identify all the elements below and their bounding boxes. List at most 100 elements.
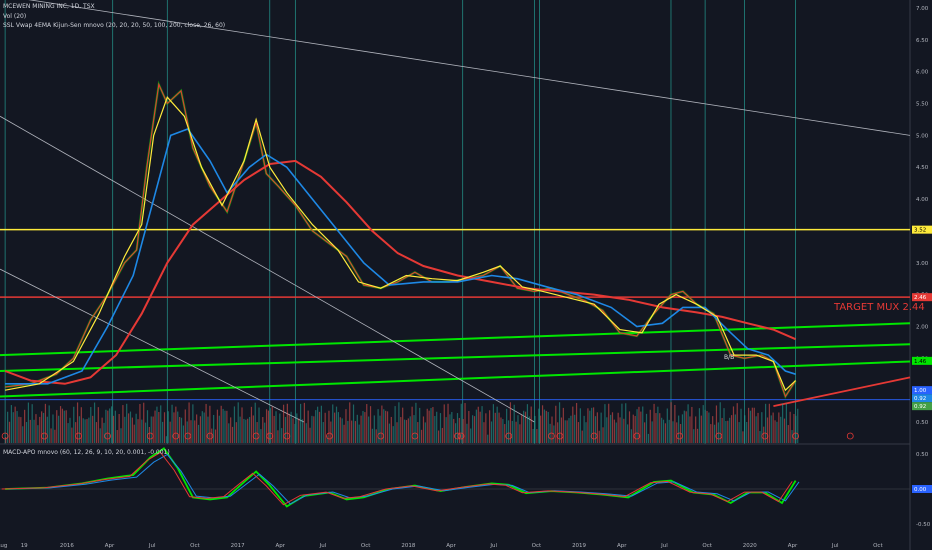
volume-bar (318, 411, 321, 443)
volume-bar (324, 412, 326, 443)
volume-bar (73, 406, 75, 443)
volume-bar (519, 424, 521, 443)
y-tick-label: 3.00 (916, 261, 929, 267)
volume-bar (37, 425, 39, 443)
volume-bar (385, 410, 387, 443)
volume-bar (547, 411, 549, 443)
volume-bar (591, 407, 593, 443)
volume-bar (152, 416, 154, 443)
volume-bar (271, 406, 273, 443)
volume-bar (460, 403, 462, 443)
volume-bar (604, 404, 606, 443)
volume-bar (583, 415, 585, 443)
volume-bar (585, 422, 587, 443)
volume-bar (789, 411, 791, 443)
volume-bar (35, 414, 37, 443)
volume-bar (617, 412, 619, 443)
volume-bar (659, 413, 661, 443)
volume-bar (114, 410, 116, 443)
volume-bar (481, 406, 483, 443)
volume-bar (600, 412, 602, 443)
volume-bar (619, 417, 621, 443)
volume-bar (738, 422, 740, 443)
volume-bar (371, 428, 374, 443)
volume-bar (672, 421, 674, 443)
volume-bar (194, 420, 196, 443)
x-tick-label: Jul (148, 543, 156, 549)
earnings-icon (326, 432, 333, 440)
chart-title: MCEWEN MINING INC, 1D, TSX (3, 3, 95, 10)
volume-bar (320, 405, 322, 443)
volume-bar (228, 423, 230, 443)
volume-bar (509, 402, 512, 443)
volume-bar (347, 420, 349, 443)
volume-bar (256, 422, 258, 443)
volume-bar (657, 406, 659, 443)
volume-bar (761, 412, 763, 443)
volume-bar (120, 428, 122, 443)
earnings-icon (266, 432, 274, 440)
volume-bar (653, 403, 655, 443)
volume-bar (386, 411, 389, 443)
green-channel-line (0, 360, 911, 398)
macd-y-tick-label: -0.50 (916, 522, 931, 528)
volume-bar (413, 415, 415, 443)
volume-bar (252, 415, 254, 443)
volume-bar (281, 428, 283, 443)
price-flag (912, 225, 932, 234)
volume-bar (551, 416, 553, 443)
volume-bar (56, 410, 58, 443)
volume-bar (712, 416, 714, 443)
volume-bar (154, 410, 156, 443)
macd-indicator-label[interactable]: MACD-APO mnovo (60, 12, 26, 9, 10, 20, 0… (3, 449, 170, 456)
volume-bar (118, 413, 120, 443)
volume-bar (231, 426, 234, 443)
volume-bar (175, 406, 177, 443)
volume-bar (507, 420, 510, 443)
volume-bar (568, 418, 570, 443)
y-tick-label: 6.50 (916, 38, 929, 44)
volume-bar (356, 414, 358, 443)
diagonal-trendline (28, 0, 911, 136)
volume-bar (797, 408, 799, 443)
volume-bar (598, 430, 600, 443)
volume-bar (661, 417, 663, 443)
target-label: TARGET MUX 2.44 (834, 302, 925, 313)
volume-bar (610, 414, 612, 443)
x-tick-label: Apr (276, 543, 286, 549)
volume-bar (296, 413, 298, 443)
price-series (4, 80, 797, 400)
volume-bar (449, 414, 451, 443)
volume-bar (625, 403, 627, 443)
earnings-icon (548, 432, 555, 440)
ssl-indicator-label[interactable]: SSL Vwap 4EMA Kijun-Sen mnovo (20, 20, 2… (3, 22, 226, 29)
earnings-icon (146, 432, 154, 440)
volume-bar (309, 427, 311, 443)
volume-bar (581, 430, 583, 443)
y-axis: 7.006.506.005.505.004.504.003.503.002.50… (916, 6, 931, 528)
volume-bar (265, 409, 268, 443)
volume-bar (264, 422, 266, 443)
price-flags: 3.52 2.46 1.46 1.00 0.92 0.92 0.00 (912, 225, 932, 493)
volume-bar (687, 404, 689, 443)
volume-bar (602, 427, 604, 443)
volume-bar (12, 412, 14, 443)
volume-bar (230, 417, 232, 443)
volume-bar (127, 413, 130, 443)
volume-indicator-label[interactable]: Vol (20) (3, 13, 27, 20)
volume-bar (630, 429, 632, 443)
x-tick-label: Oct (532, 543, 542, 549)
y-tick-label: 4.00 (916, 197, 929, 203)
volume-bar (46, 416, 48, 443)
volume-bar (112, 415, 115, 443)
volume-bar (477, 406, 479, 443)
volume-bar (375, 429, 377, 443)
volume-bar (755, 416, 757, 443)
volume-bar (146, 410, 149, 443)
y-tick-label: 2.00 (916, 324, 929, 330)
earnings-icon (590, 432, 598, 440)
volume-bar (288, 413, 290, 443)
volume-bar (69, 417, 71, 443)
volume-bar (305, 423, 307, 443)
